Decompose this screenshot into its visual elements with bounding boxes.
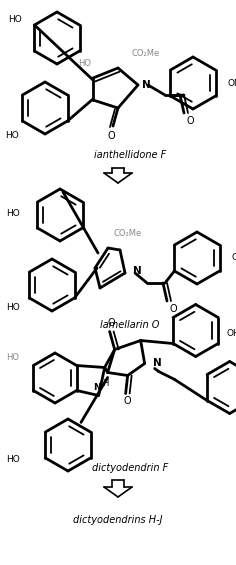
Text: OH: OH [227, 329, 236, 338]
Text: HO: HO [6, 208, 20, 218]
Text: HO: HO [6, 455, 20, 464]
Text: ianthellidone F: ianthellidone F [94, 150, 166, 160]
Text: O: O [124, 397, 131, 406]
Text: O: O [108, 319, 115, 328]
Text: HO: HO [6, 354, 19, 363]
Text: OMe: OMe [227, 79, 236, 88]
Text: O: O [186, 116, 194, 126]
Text: HO: HO [8, 15, 22, 24]
Text: N: N [142, 80, 151, 90]
Text: CO₂Me: CO₂Me [132, 50, 160, 59]
Text: N: N [133, 266, 142, 276]
Text: HO: HO [79, 59, 92, 67]
Text: HO: HO [6, 302, 20, 311]
Text: N: N [153, 359, 161, 368]
Text: O: O [107, 131, 115, 141]
Text: OMe: OMe [231, 254, 236, 263]
Text: dictyodendrin F: dictyodendrin F [92, 463, 168, 473]
Text: HO: HO [5, 131, 19, 140]
Text: lamellarin O: lamellarin O [100, 320, 160, 330]
Text: N: N [93, 383, 101, 392]
Text: O: O [169, 304, 177, 314]
Text: dictyodendrins H-J: dictyodendrins H-J [73, 515, 163, 525]
Text: CO₂Me: CO₂Me [114, 229, 142, 238]
Text: H: H [102, 379, 108, 388]
